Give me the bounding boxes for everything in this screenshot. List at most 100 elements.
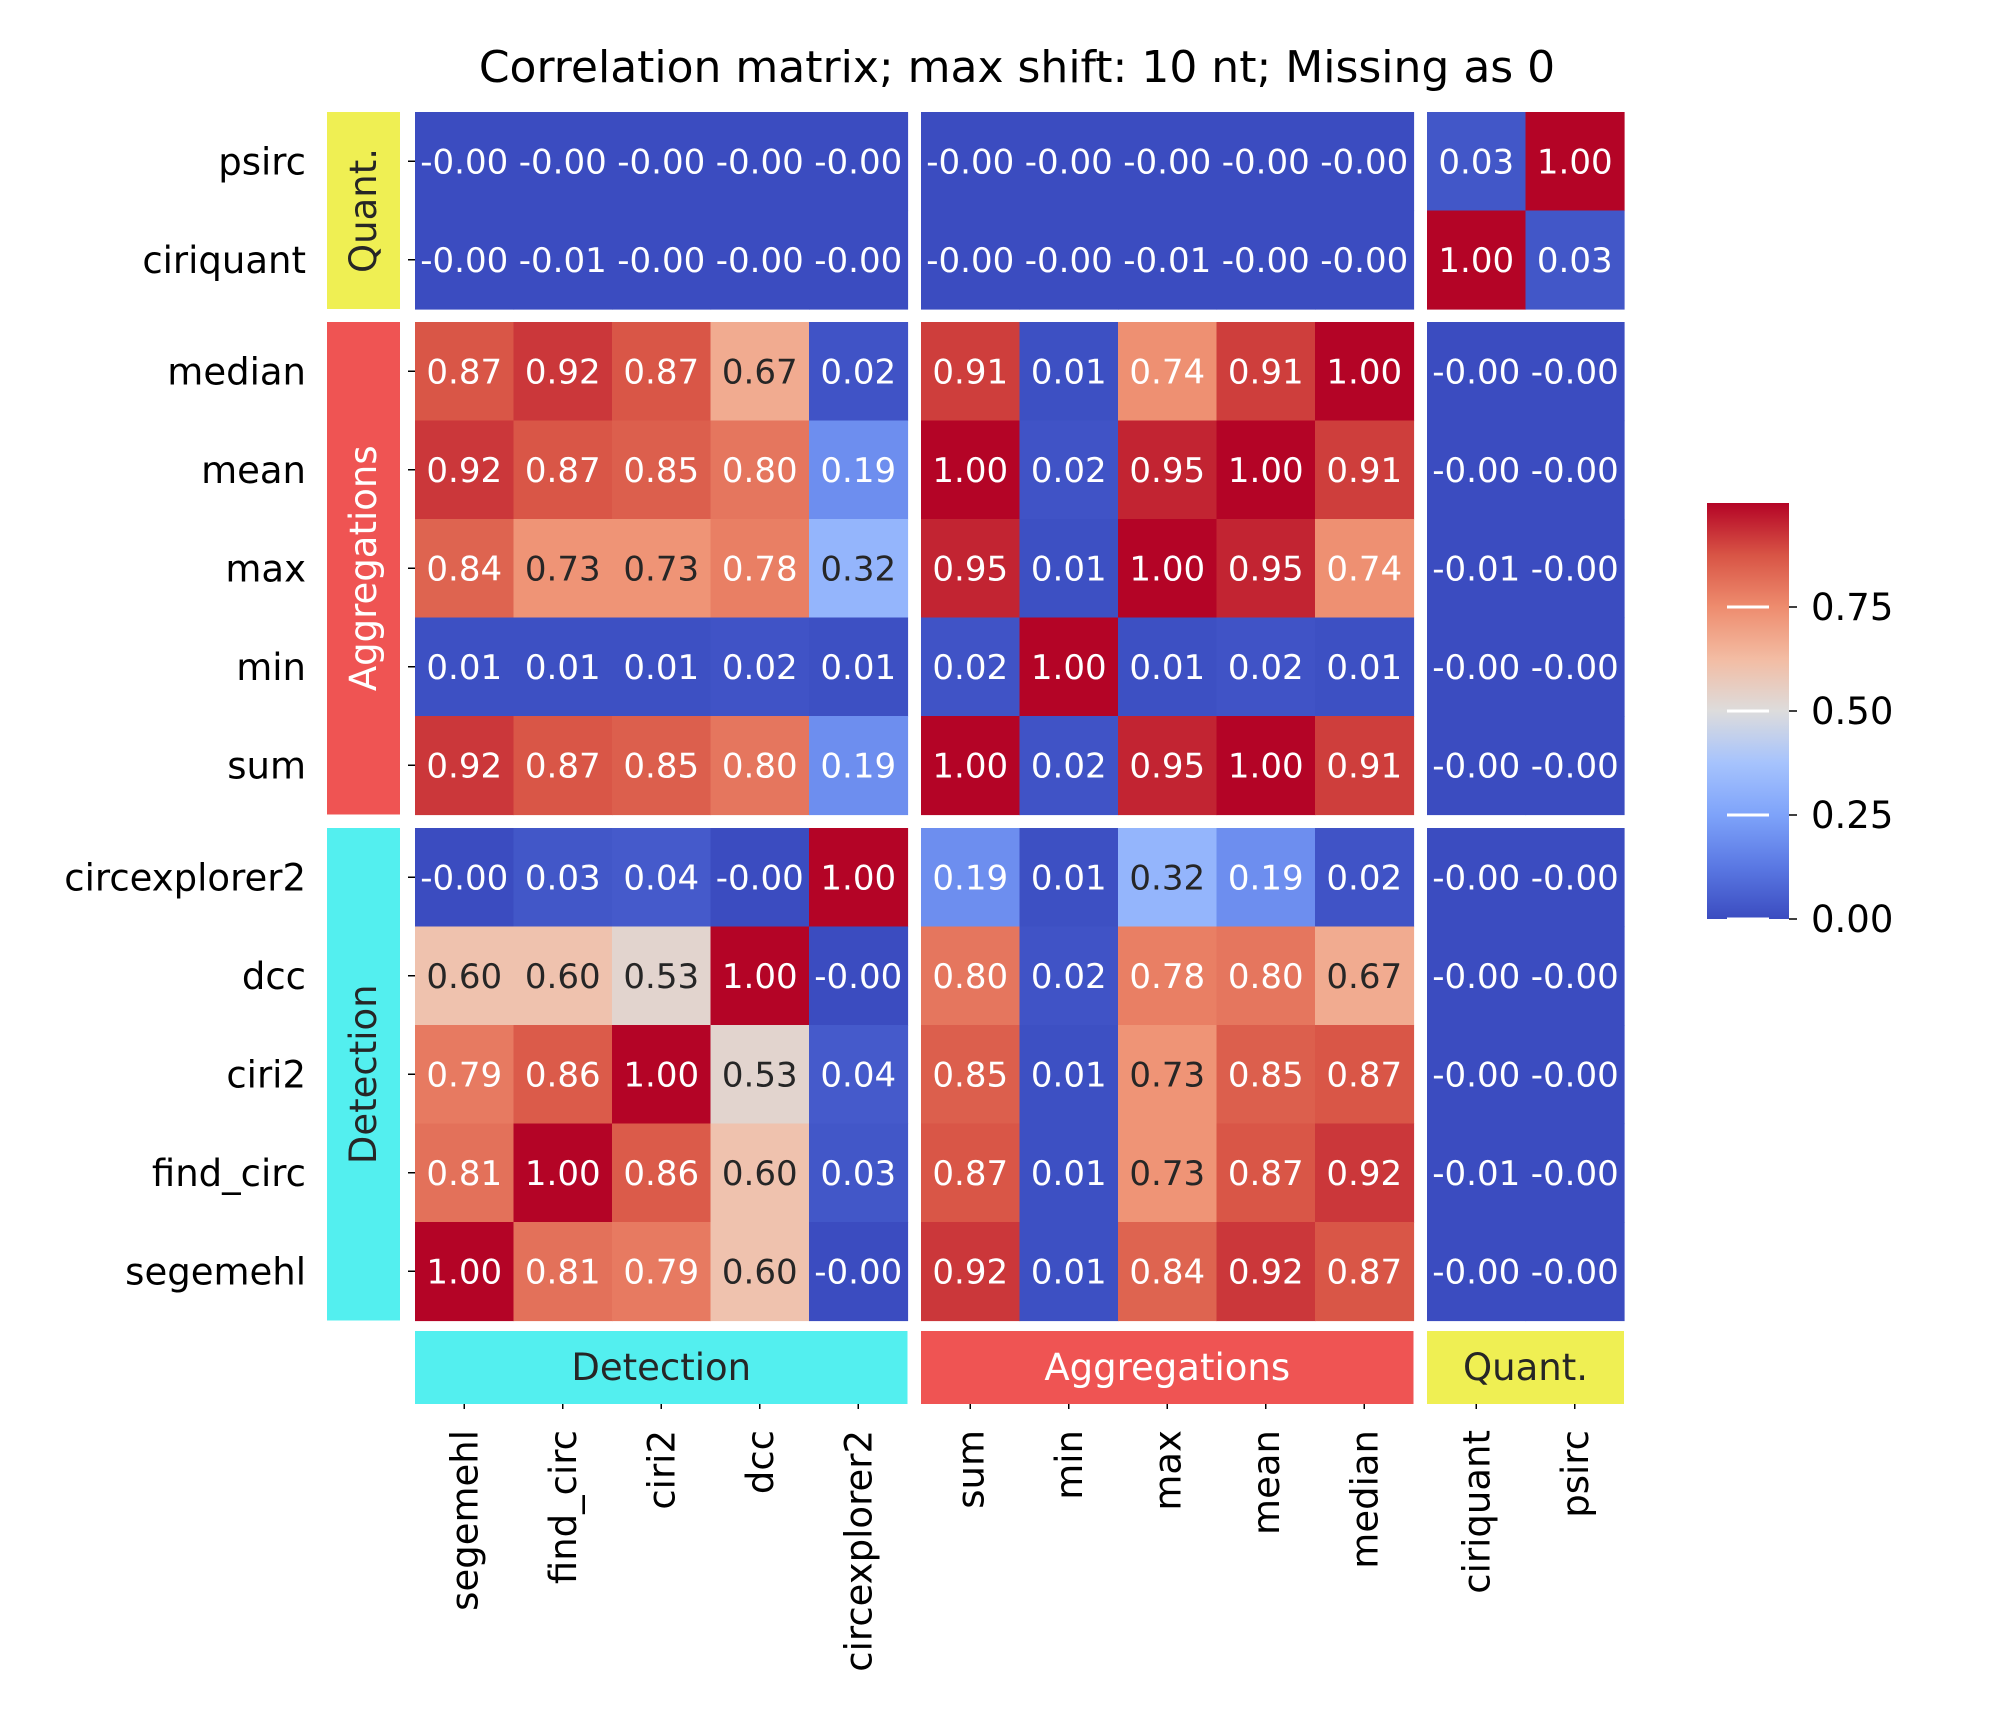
- cell-sum-ciri2: [612, 716, 712, 816]
- cell-psirc-median: [1315, 112, 1415, 212]
- column-tick-label: psirc: [1554, 1430, 1597, 1518]
- cell-value-label: 0.92: [426, 746, 502, 786]
- cell-value-label: 1.00: [1537, 142, 1613, 182]
- cell-ciri2-circexplorer2: [809, 1025, 909, 1125]
- heatmap-cell: 0.02: [1315, 828, 1415, 928]
- cell-ciri2-mean: [1216, 1025, 1316, 1125]
- cell-value-label: -0.00: [1531, 858, 1619, 898]
- cell-value-label: 0.95: [932, 549, 1008, 589]
- cell-dcc-median: [1315, 926, 1415, 1026]
- cell-value-label: 0.02: [1031, 746, 1107, 786]
- cell-value-label: 0.79: [426, 1055, 502, 1095]
- heatmap-cell: -0.00: [1427, 322, 1527, 422]
- cell-ciri2-median: [1315, 1025, 1415, 1125]
- cell-value-label: 0.19: [820, 451, 896, 491]
- cell-value-label: -0.00: [814, 1252, 902, 1292]
- heatmap-cell: 0.73: [1118, 1123, 1218, 1223]
- heatmap-cell: 0.80: [921, 926, 1021, 1026]
- column-tick-label: find_circ: [542, 1430, 585, 1584]
- heatmap-cell: 0.80: [710, 420, 810, 520]
- cell-value-label: 0.01: [1031, 352, 1107, 392]
- cell-value-label: -0.00: [1432, 746, 1520, 786]
- column-tick-label: sum: [949, 1430, 992, 1509]
- heatmap-cell: -0.00: [1427, 828, 1527, 928]
- cell-sum-max: [1118, 716, 1218, 816]
- cell-dcc-segemehl: [415, 926, 515, 1026]
- heatmap-cell: 1.00: [809, 828, 909, 928]
- cell-dcc-ciri2: [612, 926, 712, 1026]
- cell-min-dcc: [710, 617, 810, 717]
- cell-value-label: 0.84: [426, 549, 502, 589]
- heatmap-cell: 0.19: [921, 828, 1021, 928]
- heatmap-cell: 0.01: [1118, 617, 1218, 717]
- cell-value-label: 0.73: [623, 549, 699, 589]
- heatmap-cell: -0.00: [1019, 112, 1119, 212]
- heatmap-cell: -0.00: [921, 210, 1021, 310]
- cell-circexplorer2-ciriquant: [1427, 828, 1527, 928]
- cell-median-circexplorer2: [809, 322, 909, 422]
- heatmap-cell: 0.87: [1216, 1123, 1316, 1223]
- cell-value-label: 0.86: [525, 1055, 601, 1095]
- cell-value-label: -0.00: [1320, 241, 1408, 281]
- column-group-color: [921, 1331, 1414, 1404]
- cell-median-psirc: [1525, 322, 1625, 422]
- cell-value-label: 0.87: [525, 451, 601, 491]
- heatmap-cell: 1.00: [1118, 519, 1218, 619]
- heatmap-cell: 0.85: [921, 1025, 1021, 1125]
- column-tick-label: mean: [1245, 1430, 1288, 1535]
- column-tick-labels: segemehl find_circ ciri2 dcc circexplorer2 su…: [443, 1402, 1597, 1672]
- row-tick-label: min: [236, 646, 306, 689]
- heatmap-cell: -0.00: [1315, 112, 1415, 212]
- cell-min-mean: [1216, 617, 1316, 717]
- heatmap-cell: -0.00: [415, 112, 515, 212]
- heatmap-cell: 0.53: [612, 926, 712, 1026]
- row-group-band: Quant.: [327, 112, 400, 309]
- heatmap-cell: 1.00: [612, 1025, 712, 1125]
- heatmap-cell: 0.91: [1315, 420, 1415, 520]
- row-tick-label: psirc: [218, 140, 306, 183]
- heatmap-cell: 0.87: [612, 322, 712, 422]
- cell-psirc-max: [1118, 112, 1218, 212]
- heatmap-cell: -0.00: [1525, 828, 1625, 928]
- cell-max-max: [1118, 519, 1218, 619]
- cell-dcc-min: [1019, 926, 1119, 1026]
- heatmap-cell: -0.00: [1315, 210, 1415, 310]
- cell-segemehl-max: [1118, 1222, 1218, 1322]
- heatmap-cell: 0.91: [921, 322, 1021, 422]
- cell-ciri2-segemehl: [415, 1025, 515, 1125]
- heatmap-cell: 0.67: [1315, 926, 1415, 1026]
- cell-median-max: [1118, 322, 1218, 422]
- cell-dcc-max: [1118, 926, 1218, 1026]
- cell-ciriquant-psirc: [1525, 210, 1625, 310]
- heatmap-cell: 0.95: [1216, 519, 1316, 619]
- cell-median-ciri2: [612, 322, 712, 422]
- heatmap-cell: 0.73: [1118, 1025, 1218, 1125]
- cell-value-label: 0.02: [820, 352, 896, 392]
- heatmap-cell: 0.84: [1118, 1222, 1218, 1322]
- heatmap-cell: -0.00: [710, 828, 810, 928]
- cell-value-label: 0.87: [426, 352, 502, 392]
- cell-find_circ-psirc: [1525, 1123, 1625, 1223]
- cell-mean-median: [1315, 420, 1415, 520]
- heatmap-cell: 0.95: [1118, 420, 1218, 520]
- cell-sum-mean: [1216, 716, 1316, 816]
- heatmap-cell: -0.00: [612, 112, 712, 212]
- column-tick-label: circexplorer2: [837, 1430, 880, 1672]
- heatmap-cell: 0.92: [415, 420, 515, 520]
- cell-min-circexplorer2: [809, 617, 909, 717]
- cell-find_circ-ciriquant: [1427, 1123, 1527, 1223]
- heatmap-cell: 0.92: [1315, 1123, 1415, 1223]
- cell-value-label: 1.00: [1438, 241, 1514, 281]
- cell-dcc-sum: [921, 926, 1021, 1026]
- heatmap-cell: 0.02: [809, 322, 909, 422]
- cell-value-label: 0.67: [722, 352, 798, 392]
- heatmap-cell: 1.00: [921, 420, 1021, 520]
- heatmap-cell: -0.00: [1427, 1222, 1527, 1322]
- cell-find_circ-min: [1019, 1123, 1119, 1223]
- cell-mean-circexplorer2: [809, 420, 909, 520]
- heatmap-cell: -0.01: [1427, 1123, 1527, 1223]
- heatmap-cell: -0.00: [1525, 322, 1625, 422]
- cell-value-label: -0.01: [1432, 549, 1520, 589]
- cell-max-min: [1019, 519, 1119, 619]
